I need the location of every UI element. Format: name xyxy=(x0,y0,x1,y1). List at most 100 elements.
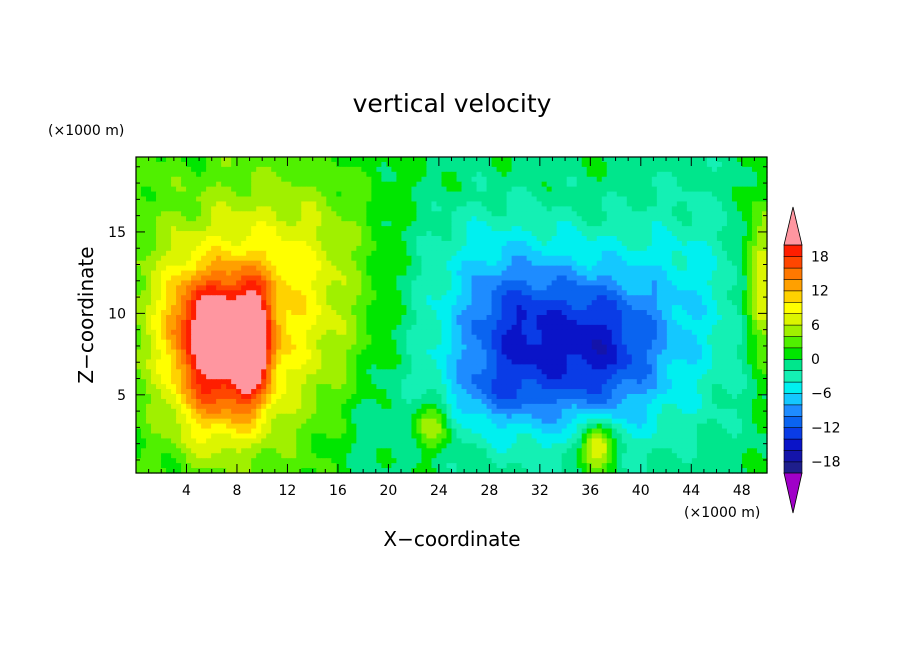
contour-cell xyxy=(141,300,147,306)
contour-cell xyxy=(321,157,327,163)
contour-cell xyxy=(481,265,488,272)
contour-cell xyxy=(346,255,352,262)
contour-cell xyxy=(606,201,613,207)
contour-cell xyxy=(681,280,688,286)
contour-cell xyxy=(341,181,347,188)
contour-cell xyxy=(531,300,538,306)
contour-cell xyxy=(661,280,668,286)
contour-cell xyxy=(666,231,673,237)
contour-cell xyxy=(736,285,743,291)
contour-cell xyxy=(366,295,372,301)
contour-cell xyxy=(161,280,167,286)
contour-cell xyxy=(216,324,222,331)
contour-cell xyxy=(241,216,247,222)
contour-cell xyxy=(211,265,217,272)
contour-cell xyxy=(346,176,352,183)
contour-cell xyxy=(156,221,162,227)
contour-cell xyxy=(366,161,372,168)
contour-cell xyxy=(406,295,413,301)
contour-cell xyxy=(261,250,267,257)
contour-cell xyxy=(586,171,593,178)
contour-cell xyxy=(461,315,468,321)
contour-cell xyxy=(636,221,643,227)
contour-cell xyxy=(461,250,468,257)
contour-cell xyxy=(731,176,738,183)
contour-cell xyxy=(626,206,633,212)
contour-cell xyxy=(741,226,748,232)
contour-cell xyxy=(371,344,377,351)
contour-cell xyxy=(461,216,468,222)
contour-cell xyxy=(331,255,337,262)
contour-cell xyxy=(216,305,222,311)
contour-cell xyxy=(431,349,438,356)
contour-cell xyxy=(296,339,302,346)
contour-cell xyxy=(676,166,683,173)
contour-cell xyxy=(216,171,222,178)
contour-cell xyxy=(156,240,162,247)
contour-cell xyxy=(601,295,608,301)
contour-cell xyxy=(576,157,583,163)
contour-cell xyxy=(436,344,443,351)
contour-cell xyxy=(536,206,543,212)
contour-cell xyxy=(171,310,177,316)
contour-cell xyxy=(161,161,167,168)
contour-cell xyxy=(351,270,357,277)
contour-cell xyxy=(546,260,553,267)
contour-cell xyxy=(546,315,553,321)
contour-cell xyxy=(656,295,663,301)
contour-cell xyxy=(646,181,653,188)
contour-cell xyxy=(661,161,668,168)
contour-cell xyxy=(526,191,533,198)
contour-cell xyxy=(696,166,703,173)
contour-cell xyxy=(681,166,688,173)
contour-cell xyxy=(546,329,553,336)
contour-cell xyxy=(451,245,458,252)
contour-cell xyxy=(316,196,322,203)
contour-cell xyxy=(521,240,528,247)
contour-cell xyxy=(191,319,197,326)
contour-cell xyxy=(666,280,673,286)
contour-cell xyxy=(386,171,393,178)
contour-cell xyxy=(251,250,257,257)
contour-cell xyxy=(376,206,382,212)
contour-cell xyxy=(651,176,658,183)
contour-cell xyxy=(376,166,382,173)
contour-cell xyxy=(711,334,718,341)
contour-cell xyxy=(611,211,618,217)
contour-cell xyxy=(486,260,493,267)
contour-cell xyxy=(526,245,533,252)
contour-cell xyxy=(291,206,297,212)
contour-cell xyxy=(251,315,257,321)
contour-cell xyxy=(321,176,327,183)
contour-cell xyxy=(181,329,187,336)
contour-cell xyxy=(186,157,192,163)
contour-cell xyxy=(666,191,673,198)
contour-cell xyxy=(721,329,728,336)
contour-cell xyxy=(156,334,162,341)
contour-cell xyxy=(156,280,162,286)
contour-cell xyxy=(231,295,237,301)
contour-cell xyxy=(311,157,317,163)
contour-cell xyxy=(301,280,307,286)
contour-cell xyxy=(281,290,287,296)
contour-cell xyxy=(391,334,398,341)
contour-cell xyxy=(666,161,673,168)
contour-cell xyxy=(651,300,658,306)
contour-cell xyxy=(666,344,673,351)
contour-cell xyxy=(646,295,653,301)
contour-cell xyxy=(661,211,668,217)
contour-cell xyxy=(586,211,593,217)
contour-cell xyxy=(621,344,628,351)
contour-cell xyxy=(651,211,658,217)
contour-cell xyxy=(326,270,332,277)
contour-cell xyxy=(301,221,307,227)
contour-cell xyxy=(416,260,423,267)
contour-cell xyxy=(196,270,202,277)
contour-cell xyxy=(586,161,593,168)
contour-cell xyxy=(566,310,573,316)
contour-cell xyxy=(591,231,598,237)
contour-cell xyxy=(266,334,272,341)
contour-cell xyxy=(596,236,603,242)
contour-cell xyxy=(166,334,172,341)
contour-cell xyxy=(301,255,307,262)
